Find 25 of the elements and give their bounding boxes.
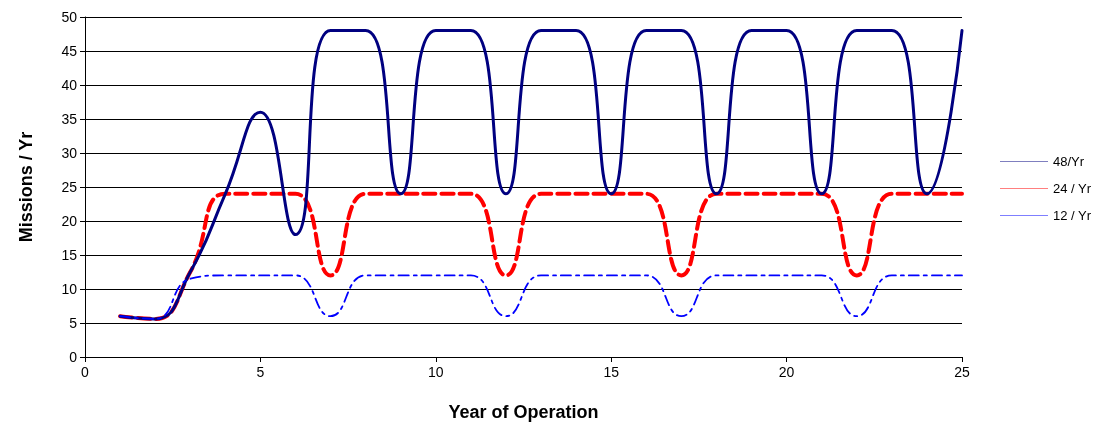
line-series — [118, 191, 964, 321]
y-tick-label: 40 — [61, 77, 78, 93]
x-axis-title: Year of Operation — [448, 402, 599, 422]
y-tick-label: 10 — [61, 281, 78, 297]
y-axis-title: Missions / Yr — [16, 131, 36, 243]
y-tick-label: 50 — [61, 9, 78, 25]
legend-label: 24 / Yr — [1053, 181, 1092, 196]
y-tick-label: 15 — [61, 247, 78, 263]
x-tick-label: 25 — [954, 364, 970, 380]
y-tick-label: 0 — [69, 349, 78, 365]
legend-label: 48/Yr — [1053, 154, 1085, 169]
y-tick-label: 25 — [61, 179, 78, 195]
y-tick-label: 35 — [61, 111, 78, 127]
y-tick-label: 30 — [61, 145, 78, 161]
line-series — [119, 274, 963, 320]
x-tick-label: 20 — [778, 364, 795, 380]
y-tick-label: 20 — [61, 213, 78, 229]
y-tick-label: 5 — [69, 315, 78, 331]
x-tick-label: 10 — [428, 364, 444, 380]
x-tick-label: 15 — [603, 364, 620, 380]
line-series — [118, 29, 964, 321]
y-tick-label: 45 — [61, 43, 78, 59]
legend-label: 12 / Yr — [1053, 208, 1092, 223]
x-tick-label: 0 — [81, 364, 90, 380]
x-tick-label: 5 — [256, 364, 265, 380]
